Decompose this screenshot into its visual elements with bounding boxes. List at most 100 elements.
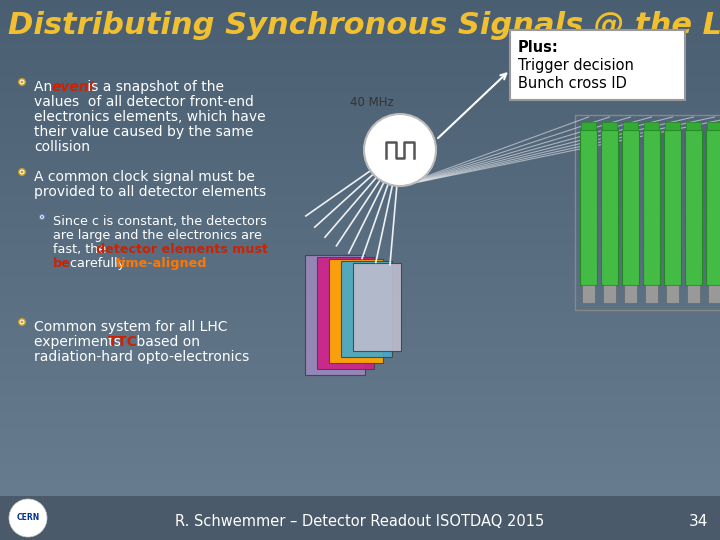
- Bar: [0, 378, 720, 379]
- Bar: [0, 41, 720, 42]
- Circle shape: [19, 79, 24, 84]
- Bar: [0, 269, 720, 270]
- Bar: [0, 480, 720, 481]
- Bar: [0, 510, 720, 511]
- Bar: [0, 161, 720, 162]
- Bar: [0, 132, 720, 133]
- Bar: [0, 434, 720, 435]
- Bar: [0, 488, 720, 489]
- Bar: [0, 464, 720, 465]
- Bar: [0, 473, 720, 474]
- Bar: [0, 75, 720, 76]
- Bar: [0, 191, 720, 192]
- Bar: [0, 297, 720, 298]
- Bar: [0, 60, 720, 61]
- Bar: [341, 261, 392, 357]
- Bar: [706, 130, 720, 285]
- Bar: [0, 124, 720, 125]
- Bar: [0, 421, 720, 422]
- Bar: [0, 287, 720, 288]
- Bar: [0, 138, 720, 139]
- Bar: [0, 379, 720, 380]
- Bar: [0, 481, 720, 482]
- Bar: [0, 359, 720, 360]
- Bar: [0, 275, 720, 276]
- Bar: [623, 122, 638, 130]
- Bar: [0, 110, 720, 111]
- Bar: [0, 12, 720, 13]
- Bar: [0, 182, 720, 183]
- Bar: [0, 448, 720, 449]
- Bar: [0, 39, 720, 40]
- Bar: [0, 218, 720, 219]
- Bar: [0, 226, 720, 227]
- Bar: [0, 489, 720, 490]
- Bar: [0, 336, 720, 337]
- Bar: [0, 447, 720, 448]
- Bar: [0, 213, 720, 214]
- Bar: [0, 387, 720, 388]
- Bar: [0, 196, 720, 197]
- Bar: [0, 376, 720, 377]
- Bar: [0, 484, 720, 485]
- Bar: [0, 438, 720, 439]
- Bar: [0, 381, 720, 382]
- Bar: [0, 163, 720, 164]
- Bar: [0, 417, 720, 418]
- Bar: [0, 319, 720, 320]
- Bar: [0, 143, 720, 144]
- Bar: [0, 517, 720, 518]
- Bar: [0, 393, 720, 394]
- Bar: [0, 150, 720, 151]
- Bar: [0, 282, 720, 283]
- Bar: [0, 418, 720, 419]
- Circle shape: [41, 216, 43, 218]
- Bar: [0, 494, 720, 495]
- Circle shape: [19, 320, 24, 325]
- Bar: [0, 449, 720, 450]
- Text: carefully: carefully: [66, 257, 129, 270]
- Bar: [0, 156, 720, 157]
- Bar: [0, 34, 720, 35]
- Bar: [0, 199, 720, 200]
- Bar: [601, 130, 618, 285]
- Bar: [0, 286, 720, 287]
- Bar: [0, 89, 720, 90]
- Bar: [0, 104, 720, 105]
- Bar: [0, 283, 720, 284]
- Bar: [0, 56, 720, 57]
- Bar: [0, 211, 720, 212]
- Bar: [0, 35, 720, 36]
- Bar: [0, 222, 720, 223]
- Bar: [0, 30, 720, 31]
- Bar: [0, 79, 720, 80]
- Bar: [0, 223, 720, 224]
- Bar: [0, 98, 720, 99]
- Bar: [0, 66, 720, 67]
- Bar: [0, 137, 720, 138]
- Bar: [0, 439, 720, 440]
- Bar: [0, 16, 720, 17]
- Bar: [0, 8, 720, 9]
- Bar: [0, 538, 720, 539]
- Bar: [0, 243, 720, 244]
- Bar: [0, 185, 720, 186]
- Bar: [603, 285, 616, 303]
- Bar: [0, 190, 720, 191]
- Bar: [0, 212, 720, 213]
- Bar: [0, 416, 720, 417]
- Bar: [0, 29, 720, 30]
- Bar: [0, 289, 720, 290]
- Bar: [0, 525, 720, 526]
- Bar: [0, 402, 720, 403]
- Bar: [0, 364, 720, 365]
- Bar: [0, 536, 720, 537]
- Bar: [0, 20, 720, 21]
- Bar: [0, 268, 720, 269]
- Text: be: be: [53, 257, 71, 270]
- Bar: [0, 318, 720, 319]
- Bar: [0, 358, 720, 359]
- Text: their value caused by the same: their value caused by the same: [34, 125, 253, 139]
- Bar: [0, 45, 720, 46]
- Bar: [0, 9, 720, 10]
